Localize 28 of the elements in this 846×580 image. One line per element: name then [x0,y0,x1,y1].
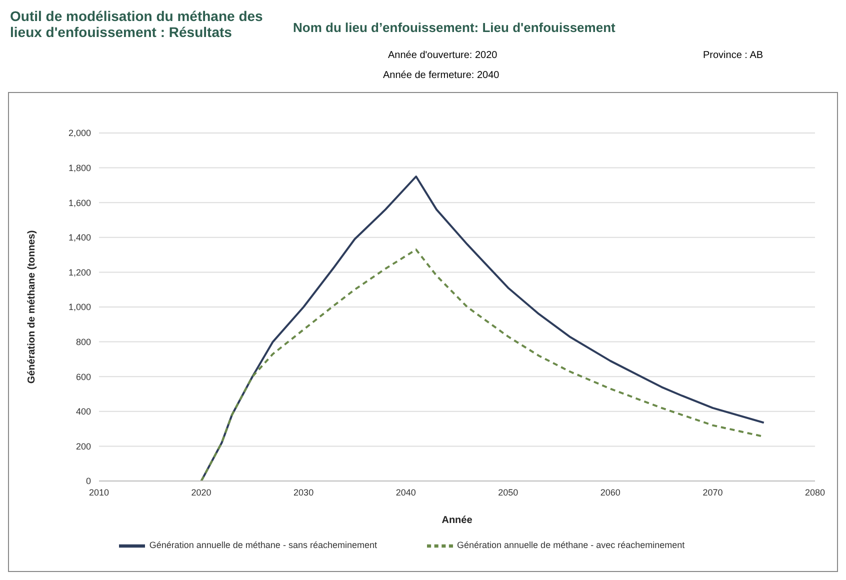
y-tick-label: 200 [76,441,91,452]
text: Province : AB [703,50,764,61]
y-tick-label: 1,600 [68,198,91,208]
y-tick-label: 1,000 [68,302,91,312]
x-tick-label: 2050 [498,487,518,498]
text: Année d'ouverture: 2020 [388,50,498,61]
x-tick-label: 2020 [191,487,212,498]
y-tick-label: 0 [86,476,91,486]
y-tick-label: 1,400 [68,232,91,243]
x-tick-label: 2070 [702,487,723,498]
y-tick-label: 400 [76,406,91,417]
x-tick-label: 2060 [600,487,620,498]
x-tick-label: 2010 [88,487,110,498]
x-tick-label: 2040 [396,487,416,498]
x-tick-label: 2080 [804,487,826,498]
legend-label: Génération annuelle de méthane - sans réacheminement [149,540,377,550]
y-tick-label: 800 [76,336,91,347]
y-tick-label: 1,200 [68,267,91,278]
legend-label: Génération annuelle de méthane - avec réacheminement [457,540,685,550]
y-axis-title: Génération de méthane (tonnes) [26,230,38,384]
y-tick-label: 600 [76,372,91,382]
text: Année de fermeture: 2040 [383,70,500,81]
y-tick-label: 2,000 [68,128,91,138]
x-axis-title: Année [442,515,473,526]
chart-subtitle: Nom du lieu d’enfouissement: Lieu d'enfouissement [293,20,616,35]
y-tick-label: 1,800 [68,162,91,173]
chart-title: Outil de modélisation du méthane des lieux d'enfouissement : Résultats [10,8,264,40]
x-tick-label: 2030 [294,487,314,498]
